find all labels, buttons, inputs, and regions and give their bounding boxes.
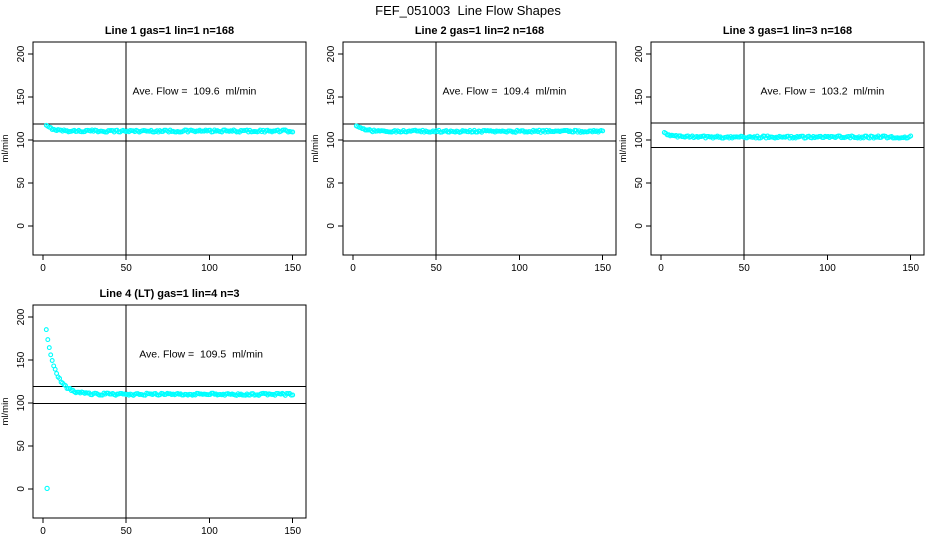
- tick-labels: 0 50 100 150 0 50 100 150 200 ml/min: [618, 45, 919, 274]
- x-tick-label: 100: [201, 263, 218, 274]
- data-points: [43, 122, 296, 135]
- main-title: FEF_051003 Line Flow Shapes: [375, 3, 561, 18]
- plot-line-3: 0 50 100 150 0 50 100 150 200 ml/min Ave. Flow = 1…: [618, 41, 925, 274]
- y-tick-label: 150: [326, 88, 337, 105]
- x-tick-label: 100: [201, 526, 218, 537]
- y-tick-label: 150: [16, 351, 27, 368]
- plot-line-2: 0 50 100 150 0 50 100 150 200 ml/min Ave. Flow = 1…: [310, 41, 617, 274]
- y-tick-label: 100: [326, 131, 337, 148]
- y-tick-label: 100: [634, 131, 645, 148]
- y-tick-label: 200: [634, 45, 645, 62]
- x-tick-label: 50: [431, 263, 443, 274]
- ave-flow-annotation: Ave. Flow = 109.5 ml/min: [139, 348, 263, 360]
- y-tick-label: 100: [16, 131, 27, 148]
- panel-line-3: Line 3 gas=1 lin=3 n=168 0 50 100 150 0 50 100…: [618, 24, 930, 278]
- outlier-point: [44, 485, 50, 492]
- y-tick-label: 150: [16, 88, 27, 105]
- ave-flow-annotation: Ave. Flow = 103.2 ml/min: [761, 85, 885, 97]
- axes: [338, 41, 617, 260]
- tick-labels: 0 50 100 150 0 50 100 150 200 ml/min: [310, 45, 611, 274]
- axes: [28, 41, 307, 260]
- panel-line-4: Line 4 (LT) gas=1 lin=4 n=3 0 50 100 150 0 50…: [0, 287, 312, 540]
- x-tick-label: 150: [284, 263, 301, 274]
- panel-title-line-2: Line 2 gas=1 lin=2 n=168: [414, 25, 545, 37]
- x-tick-label: 0: [658, 263, 664, 274]
- y-tick-label: 200: [326, 45, 337, 62]
- x-tick-label: 150: [594, 263, 611, 274]
- plot-line-4: 0 50 100 150 0 50 100 150 200 ml/min Ave. Flow = 1…: [0, 304, 307, 537]
- panel-title-line-4: Line 4 (LT) gas=1 lin=4 n=3: [99, 288, 240, 300]
- y-tick-label: 0: [326, 223, 337, 229]
- panel-title-line-1: Line 1 gas=1 lin=1 n=168: [104, 25, 235, 37]
- y-axis-label: ml/min: [0, 398, 11, 426]
- y-tick-label: 50: [326, 177, 337, 189]
- tick-labels: 0 50 100 150 0 50 100 150 200 ml/min: [0, 45, 301, 274]
- x-tick-label: 0: [350, 263, 356, 274]
- axes: [646, 41, 925, 260]
- panel-title-line-3: Line 3 gas=1 lin=3 n=168: [722, 25, 853, 37]
- y-tick-label: 200: [16, 308, 27, 325]
- y-tick-label: 100: [16, 394, 27, 411]
- ave-flow-annotation: Ave. Flow = 109.4 ml/min: [443, 85, 567, 97]
- y-axis-label: ml/min: [618, 135, 629, 163]
- y-tick-label: 0: [16, 486, 27, 492]
- x-tick-label: 50: [121, 263, 133, 274]
- y-axis-label: ml/min: [310, 135, 321, 163]
- data-points: [353, 123, 606, 135]
- x-tick-label: 50: [739, 263, 751, 274]
- y-tick-label: 50: [16, 177, 27, 189]
- data-points: [43, 327, 296, 492]
- x-tick-label: 50: [121, 526, 133, 537]
- y-tick-label: 150: [634, 88, 645, 105]
- x-tick-label: 100: [819, 263, 836, 274]
- panel-line-1: Line 1 gas=1 lin=1 n=168 0 50 100 150 0 50 100…: [0, 24, 312, 278]
- y-tick-label: 200: [16, 45, 27, 62]
- axes: [28, 304, 307, 523]
- plot-line-1: 0 50 100 150 0 50 100 150 200 ml/min Ave. Flow = 1…: [0, 41, 307, 274]
- data-points: [661, 130, 914, 141]
- tick-labels: 0 50 100 150 0 50 100 150 200 ml/min: [0, 308, 301, 537]
- x-tick-label: 0: [40, 526, 46, 537]
- x-tick-label: 150: [284, 526, 301, 537]
- y-axis-label: ml/min: [0, 135, 11, 163]
- y-tick-label: 50: [16, 440, 27, 452]
- panel-line-2: Line 2 gas=1 lin=2 n=168 0 50 100 150 0 50 100…: [310, 24, 622, 278]
- y-tick-label: 50: [634, 177, 645, 189]
- x-tick-label: 0: [40, 263, 46, 274]
- x-tick-label: 100: [511, 263, 528, 274]
- ave-flow-annotation: Ave. Flow = 109.6 ml/min: [133, 85, 257, 97]
- y-tick-label: 0: [634, 223, 645, 229]
- x-tick-label: 150: [902, 263, 919, 274]
- y-tick-label: 0: [16, 223, 27, 229]
